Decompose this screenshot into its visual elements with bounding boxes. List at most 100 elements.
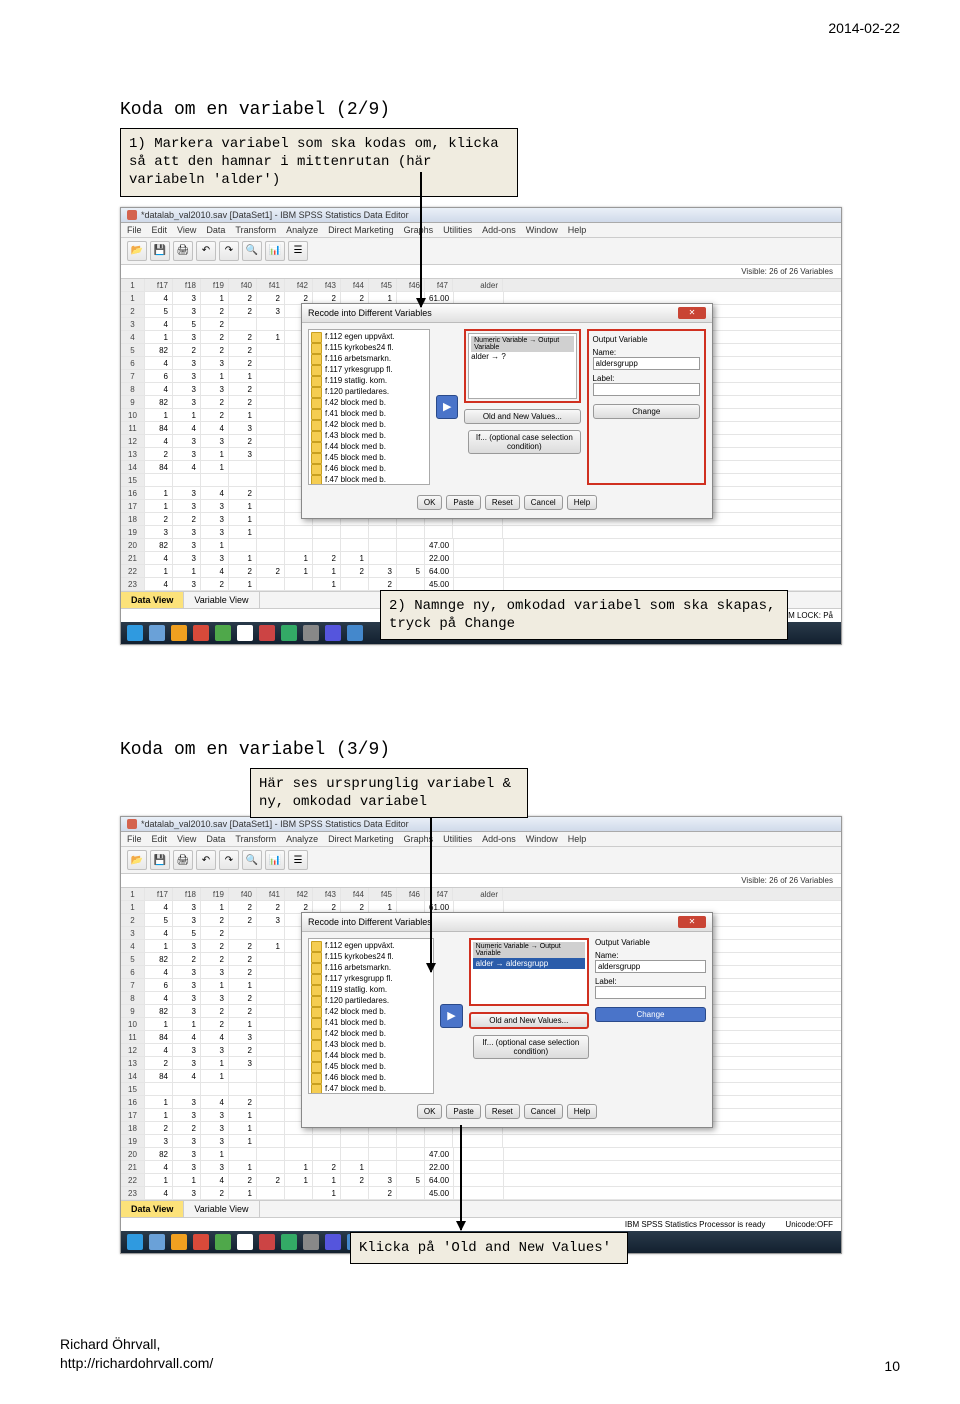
taskbar-app-icon[interactable]: [127, 1234, 143, 1250]
column-f46[interactable]: f46: [397, 888, 425, 900]
column-f40[interactable]: f40: [229, 279, 257, 291]
varlist-item[interactable]: f.43 block med b.: [311, 1040, 431, 1051]
menu-help[interactable]: Help: [568, 834, 587, 844]
menu-data[interactable]: Data: [206, 834, 225, 844]
table-row[interactable]: 2343211245.00: [121, 578, 841, 591]
spss-toolbar-2[interactable]: 📂 💾 🖨 ↶ ↷ 🔍 📊 ☰: [121, 847, 841, 874]
column-f47[interactable]: f47: [425, 279, 453, 291]
help-button[interactable]: Help: [567, 495, 597, 510]
reset-button[interactable]: Reset: [485, 1104, 520, 1119]
taskbar-app-icon[interactable]: [171, 625, 187, 641]
menu-transform[interactable]: Transform: [235, 834, 276, 844]
column-f18[interactable]: f18: [173, 279, 201, 291]
table-row[interactable]: 193331: [121, 1135, 841, 1148]
taskbar-app-icon[interactable]: [237, 625, 253, 641]
taskbar-app-icon[interactable]: [149, 625, 165, 641]
menu-direct-marketing[interactable]: Direct Marketing: [328, 225, 394, 235]
varlist-item[interactable]: f.45 block med b.: [311, 453, 427, 464]
taskbar-app-icon[interactable]: [325, 1234, 341, 1250]
column-f40[interactable]: f40: [229, 888, 257, 900]
varlist-item[interactable]: f.46 block med b.: [311, 464, 427, 475]
table-row[interactable]: 21433112122.00: [121, 552, 841, 565]
taskbar-app-icon[interactable]: [303, 1234, 319, 1250]
varlist-item[interactable]: f.41 block med b.: [311, 1018, 431, 1029]
toolbar-redo-icon[interactable]: ↷: [219, 850, 239, 870]
toolbar-save-icon[interactable]: 💾: [150, 850, 170, 870]
variable-list[interactable]: f.112 egen uppväxt.f.115 kyrkobes24 fl.f…: [308, 329, 430, 485]
name-field[interactable]: [593, 357, 700, 370]
toolbar-chart-icon[interactable]: 📊: [265, 850, 285, 870]
if-button[interactable]: If... (optional case selection condition…: [468, 430, 580, 454]
column-f42[interactable]: f42: [285, 888, 313, 900]
varlist-item[interactable]: f.117 yrkesgrupp fl.: [311, 974, 431, 985]
column-f41[interactable]: f41: [257, 888, 285, 900]
menu-file[interactable]: File: [127, 834, 142, 844]
column-f18[interactable]: f18: [173, 888, 201, 900]
table-row[interactable]: 21433112122.00: [121, 1161, 841, 1174]
cancel-button[interactable]: Cancel: [524, 1104, 563, 1119]
close-icon[interactable]: ✕: [678, 916, 706, 928]
taskbar-app-icon[interactable]: [237, 1234, 253, 1250]
menu-analyze[interactable]: Analyze: [286, 225, 318, 235]
varlist-item[interactable]: f.120 partiledares.: [311, 387, 427, 398]
column-f19[interactable]: f19: [201, 888, 229, 900]
menu-view[interactable]: View: [177, 834, 196, 844]
taskbar-app-icon[interactable]: [215, 1234, 231, 1250]
toolbar-chart-icon[interactable]: 📊: [265, 241, 285, 261]
varlist-item[interactable]: f.44 block med b.: [311, 442, 427, 453]
menu-graphs[interactable]: Graphs: [404, 834, 434, 844]
taskbar-app-icon[interactable]: [303, 625, 319, 641]
if-button-2[interactable]: If... (optional case selection condition…: [473, 1035, 589, 1059]
column-f42[interactable]: f42: [285, 279, 313, 291]
varlist-item[interactable]: f.119 statlig. kom.: [311, 376, 427, 387]
variable-view-tab[interactable]: Variable View: [184, 592, 259, 608]
varlist-item[interactable]: f.41 block med b.: [311, 409, 427, 420]
ok-button[interactable]: OK: [417, 1104, 443, 1119]
taskbar-app-icon[interactable]: [171, 1234, 187, 1250]
varlist-item[interactable]: f.112 egen uppväxt.: [311, 332, 427, 343]
column-f19[interactable]: f19: [201, 279, 229, 291]
old-new-values-button-hl[interactable]: Old and New Values...: [469, 1012, 589, 1029]
close-icon[interactable]: ✕: [678, 307, 706, 319]
spss-menubar-2[interactable]: FileEditViewDataTransformAnalyzeDirect M…: [121, 832, 841, 847]
table-row[interactable]: 20823147.00: [121, 1148, 841, 1161]
menu-edit[interactable]: Edit: [152, 225, 168, 235]
reset-button[interactable]: Reset: [485, 495, 520, 510]
toolbar-print-icon[interactable]: 🖨: [173, 241, 193, 261]
old-new-values-button[interactable]: Old and New Values...: [464, 409, 580, 424]
column-f43[interactable]: f43: [313, 888, 341, 900]
varlist-item[interactable]: f.42 block med b.: [311, 398, 427, 409]
varlist-item[interactable]: f.115 kyrkobes24 fl.: [311, 952, 431, 963]
menu-analyze[interactable]: Analyze: [286, 834, 318, 844]
taskbar-app-icon[interactable]: [259, 625, 275, 641]
table-row[interactable]: 20823147.00: [121, 539, 841, 552]
varlist-item[interactable]: f.47 block med b.: [311, 475, 427, 485]
taskbar-app-icon[interactable]: [215, 625, 231, 641]
varlist-item[interactable]: f.47 block med b.: [311, 1084, 431, 1094]
column-f43[interactable]: f43: [313, 279, 341, 291]
help-button[interactable]: Help: [567, 1104, 597, 1119]
move-right-button[interactable]: ▶: [440, 1004, 462, 1028]
taskbar-app-icon[interactable]: [347, 625, 363, 641]
toolbar-print-icon[interactable]: 🖨: [173, 850, 193, 870]
varlist-item[interactable]: f.120 partiledares.: [311, 996, 431, 1007]
varlist-item[interactable]: f.116 arbetsmarkn.: [311, 354, 427, 365]
column-f44[interactable]: f44: [341, 279, 369, 291]
view-tabs-2[interactable]: Data View Variable View: [121, 1200, 841, 1217]
toolbar-find-icon[interactable]: 🔍: [242, 241, 262, 261]
table-row[interactable]: 2343211245.00: [121, 1187, 841, 1200]
menu-view[interactable]: View: [177, 225, 196, 235]
column-f17[interactable]: f17: [145, 279, 173, 291]
varlist-item[interactable]: f.43 block med b.: [311, 431, 427, 442]
data-view-tab-2[interactable]: Data View: [121, 1201, 184, 1217]
ok-button[interactable]: OK: [417, 495, 443, 510]
toolbar-save-icon[interactable]: 💾: [150, 241, 170, 261]
varlist-item[interactable]: f.119 statlig. kom.: [311, 985, 431, 996]
column-alder[interactable]: alder: [453, 279, 503, 291]
change-button[interactable]: Change: [593, 404, 700, 419]
varlist-item[interactable]: f.42 block med b.: [311, 1007, 431, 1018]
menu-data[interactable]: Data: [206, 225, 225, 235]
varlist-item[interactable]: f.115 kyrkobes24 fl.: [311, 343, 427, 354]
varlist-item[interactable]: f.42 block med b.: [311, 1029, 431, 1040]
change-button-2[interactable]: Change: [595, 1007, 706, 1022]
